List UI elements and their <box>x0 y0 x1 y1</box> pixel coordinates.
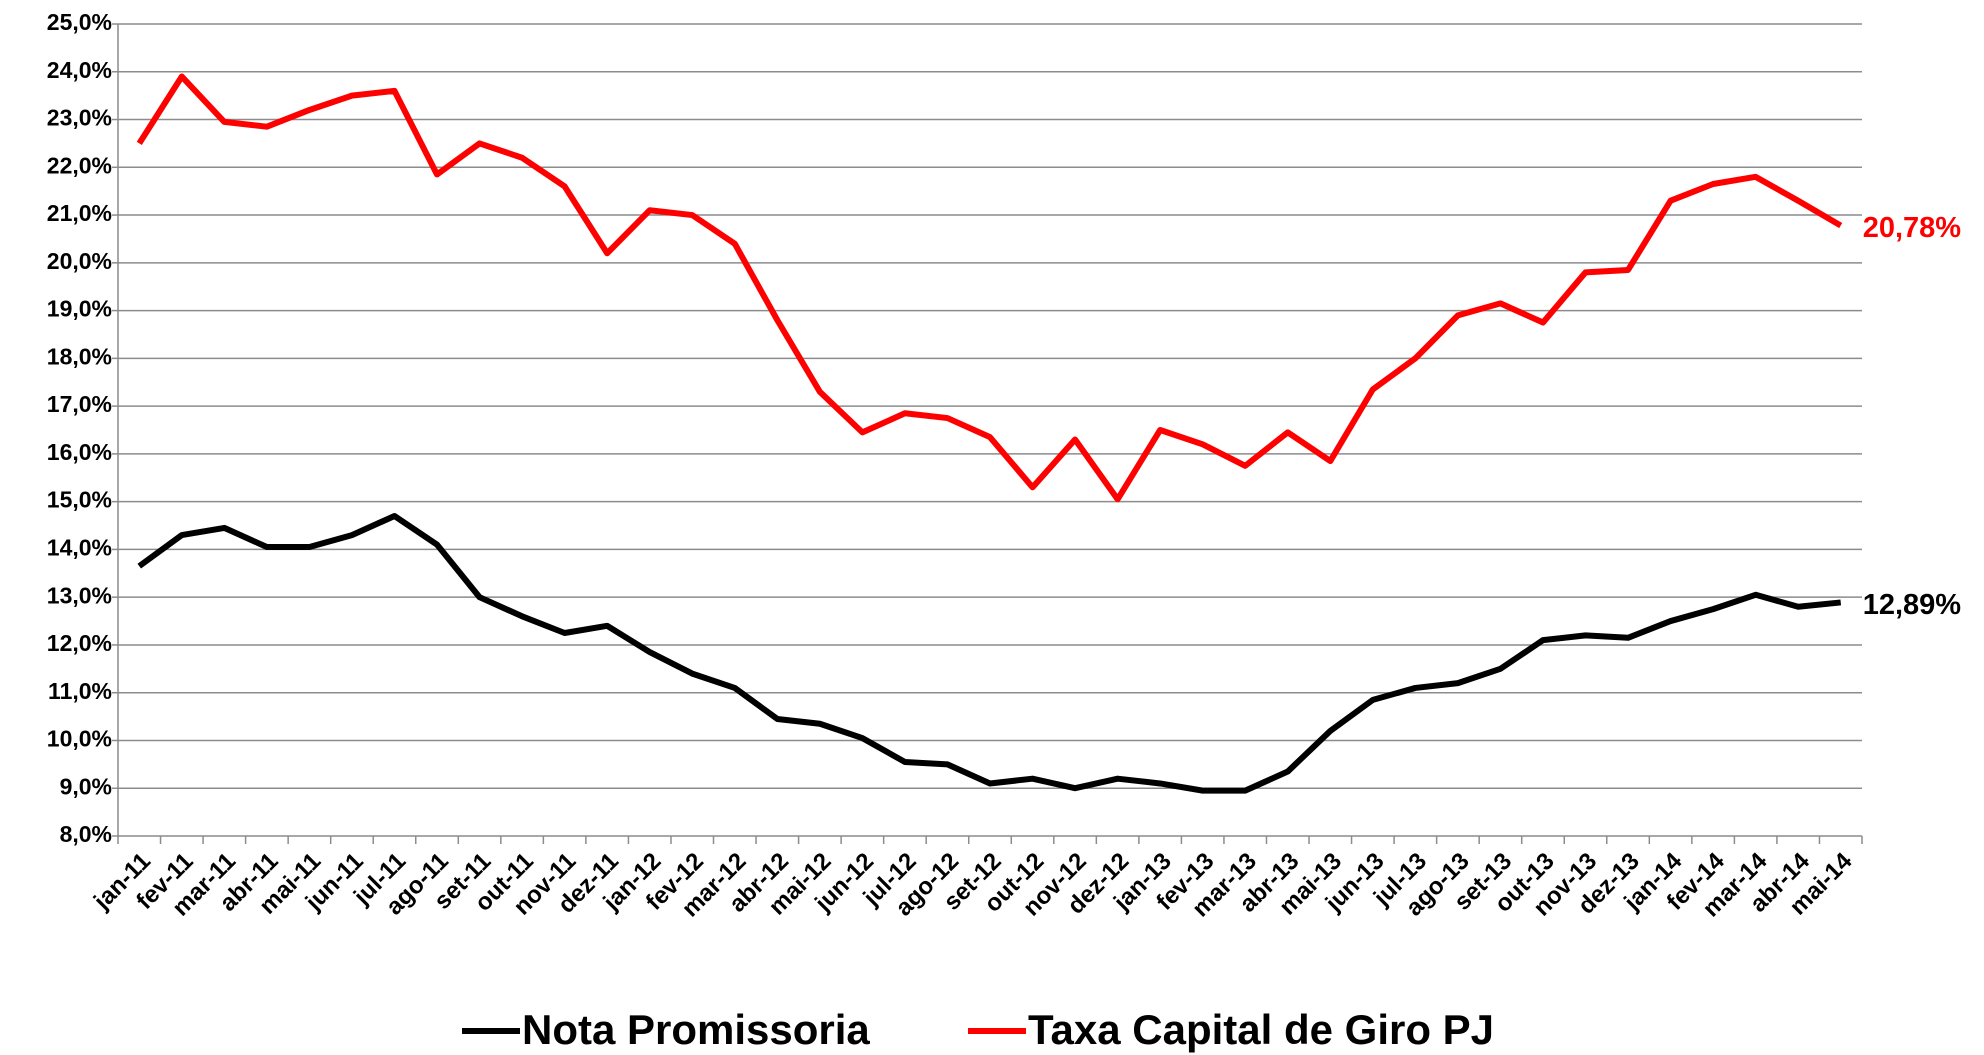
y-tick-label: 22,0% <box>47 152 112 178</box>
y-tick-label: 19,0% <box>47 296 112 322</box>
y-tick-label: 16,0% <box>47 439 112 465</box>
y-tick-label: 12,0% <box>47 630 112 656</box>
y-tick-label: 23,0% <box>47 105 112 131</box>
y-tick-label: 18,0% <box>47 343 112 369</box>
y-tick-label: 24,0% <box>47 57 112 83</box>
y-tick-label: 9,0% <box>60 773 112 799</box>
y-tick-label: 11,0% <box>48 678 112 704</box>
legend-label: Nota Promissoria <box>522 1006 870 1053</box>
y-tick-label: 13,0% <box>47 582 112 608</box>
y-tick-label: 8,0% <box>60 821 112 847</box>
series-line <box>137 512 1842 794</box>
legend-label: Taxa Capital de Giro PJ <box>1028 1006 1494 1053</box>
y-tick-label: 15,0% <box>47 487 112 513</box>
value-label: 12,89% <box>1863 589 1962 621</box>
series-line <box>136 73 1843 503</box>
y-tick-label: 10,0% <box>47 726 112 752</box>
y-tick-label: 21,0% <box>47 200 112 226</box>
y-tick-label: 17,0% <box>47 391 112 417</box>
y-tick-label: 25,0% <box>47 9 112 35</box>
y-tick-label: 20,0% <box>47 248 112 274</box>
y-tick-label: 14,0% <box>47 534 112 560</box>
value-label: 20,78% <box>1863 212 1962 244</box>
